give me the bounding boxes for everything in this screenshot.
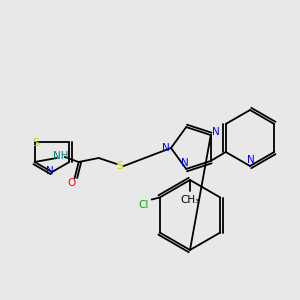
Text: S: S [116, 161, 123, 171]
Text: N: N [46, 166, 54, 176]
Text: NH: NH [53, 151, 68, 161]
Text: O: O [68, 178, 76, 188]
Text: Cl: Cl [139, 200, 149, 211]
Text: S: S [32, 138, 39, 148]
Text: N: N [212, 127, 220, 137]
Text: CH₃: CH₃ [180, 195, 200, 205]
Text: N: N [162, 143, 170, 153]
Text: N: N [247, 155, 255, 165]
Text: N: N [181, 158, 189, 168]
